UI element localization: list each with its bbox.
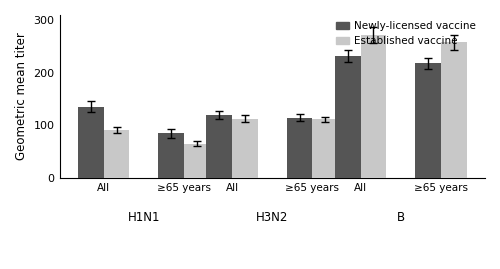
- Text: H3N2: H3N2: [256, 211, 288, 224]
- Bar: [104, 130, 130, 178]
- Bar: [312, 119, 338, 178]
- Bar: [286, 118, 312, 178]
- Bar: [78, 107, 104, 178]
- Y-axis label: Geometric mean titer: Geometric mean titer: [15, 33, 28, 161]
- Bar: [335, 56, 360, 178]
- Legend: Newly-licensed vaccine, Established vaccine: Newly-licensed vaccine, Established vacc…: [332, 17, 480, 51]
- Text: B: B: [396, 211, 405, 224]
- Text: H1N1: H1N1: [128, 211, 160, 224]
- Bar: [158, 133, 184, 178]
- Bar: [184, 144, 210, 178]
- Bar: [441, 42, 466, 178]
- Bar: [232, 119, 258, 178]
- Bar: [415, 63, 441, 178]
- Bar: [206, 115, 232, 178]
- Bar: [360, 35, 386, 178]
